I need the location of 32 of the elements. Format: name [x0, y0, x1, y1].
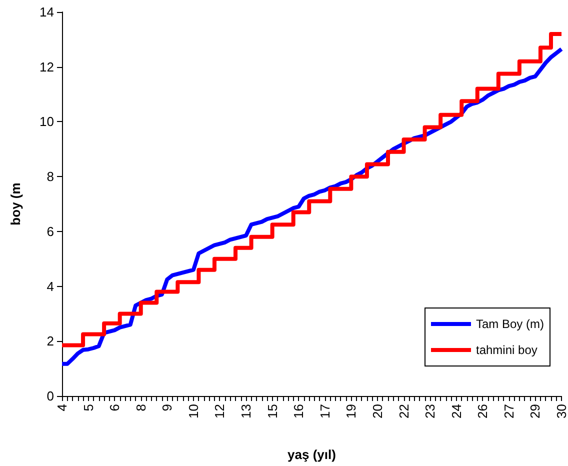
y-tick-label: 8 — [46, 169, 54, 184]
y-tick-label: 10 — [40, 114, 54, 130]
legend-label: Tam Boy (m) — [476, 317, 544, 331]
x-tick-label: 23 — [422, 404, 438, 418]
y-tick-label: 4 — [46, 278, 54, 294]
x-tick-label: 8 — [133, 404, 148, 412]
y-tick-label: 6 — [46, 224, 54, 239]
y-tick-label: 2 — [46, 334, 54, 349]
x-tick-label: 27 — [501, 404, 516, 418]
x-tick-label: 9 — [160, 404, 175, 412]
x-tick-label: 30 — [554, 404, 568, 418]
x-tick-label: 24 — [448, 404, 464, 418]
x-tick-label: 13 — [238, 404, 254, 418]
y-axis-title: boy (m — [8, 182, 23, 226]
x-tick-label: 19 — [344, 404, 359, 418]
x-tick-label: 17 — [317, 404, 332, 418]
y-tick-label: 14 — [40, 4, 54, 20]
x-tick-label: 29 — [528, 404, 543, 418]
x-tick-label: 6 — [107, 404, 122, 412]
x-tick-label: 15 — [264, 404, 280, 418]
x-tick-label: 12 — [212, 404, 228, 418]
x-tick-label: 22 — [396, 404, 412, 418]
x-tick-label: 16 — [291, 404, 306, 418]
y-tick-label: 0 — [46, 388, 54, 404]
x-tick-label: 5 — [80, 404, 96, 412]
x-axis-title: yaş (yıl) — [288, 447, 336, 462]
y-tick-label: 12 — [40, 59, 54, 74]
x-tick-label: 4 — [54, 404, 70, 412]
x-tick-label: 26 — [475, 404, 490, 418]
x-tick-label: 10 — [186, 404, 201, 418]
legend-label: tahmini boy — [476, 343, 538, 357]
x-tick-label: 20 — [370, 404, 385, 418]
